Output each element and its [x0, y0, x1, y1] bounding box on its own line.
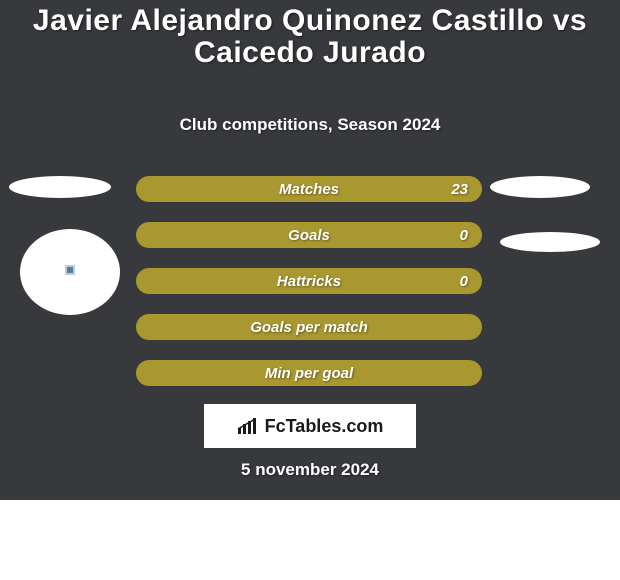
- fctables-logo: FcTables.com: [204, 404, 416, 448]
- stat-bar-label: Hattricks: [277, 273, 341, 290]
- stat-bar-value: 23: [451, 181, 468, 198]
- decor-ellipse: [490, 176, 590, 198]
- bar-chart-icon: [237, 417, 259, 435]
- stat-bar-value: 0: [460, 273, 468, 290]
- decor-ellipse: [500, 232, 600, 252]
- stat-bar: Matches 23: [136, 176, 482, 202]
- stat-bar-value: 0: [460, 227, 468, 244]
- stat-bar: Hattricks 0: [136, 268, 482, 294]
- logo-text: FcTables.com: [265, 416, 384, 437]
- page-title: Javier Alejandro Quinonez Castillo vsCai…: [0, 5, 620, 70]
- subtitle: Club competitions, Season 2024: [0, 115, 620, 135]
- stat-bar-label: Min per goal: [265, 365, 353, 382]
- avatar-placeholder-icon: [65, 265, 75, 275]
- stat-bar: Min per goal: [136, 360, 482, 386]
- title-line-2: Caicedo Jurado: [0, 37, 620, 69]
- stat-bar: Goals per match: [136, 314, 482, 340]
- date-label: 5 november 2024: [0, 460, 620, 480]
- stat-bar-label: Goals per match: [250, 319, 368, 336]
- decor-ellipse: [9, 176, 111, 198]
- title-line-1: Javier Alejandro Quinonez Castillo vs: [0, 5, 620, 37]
- stat-bar-label: Goals: [288, 227, 330, 244]
- stat-bar: Goals 0: [136, 222, 482, 248]
- stat-bar-label: Matches: [279, 181, 339, 198]
